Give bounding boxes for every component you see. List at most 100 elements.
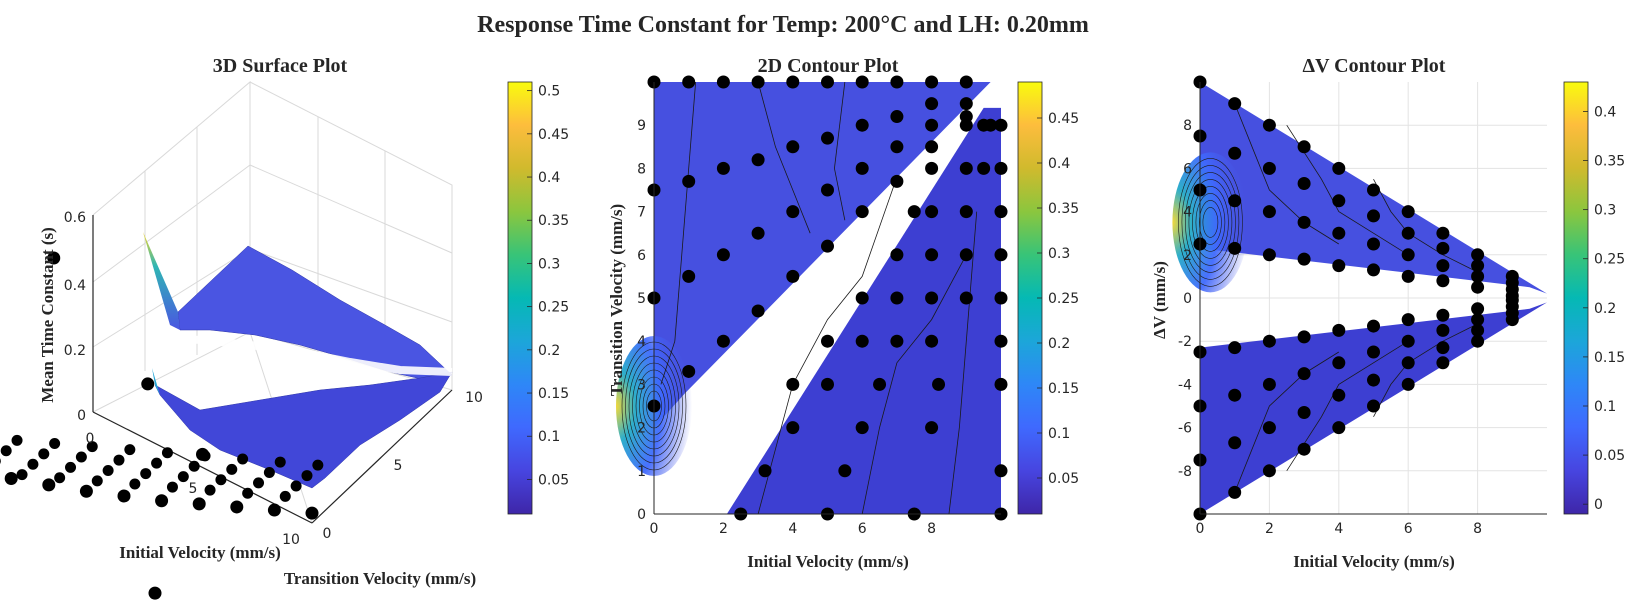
contour-data-point: [890, 75, 904, 89]
contour-data-point: [1228, 485, 1242, 499]
surface-data-point: [47, 251, 61, 265]
contour-data-point: [786, 140, 800, 154]
contour-data-point: [1471, 313, 1485, 327]
contour-line: [757, 176, 898, 515]
y-tick-label: 4: [637, 334, 646, 350]
contour-data-point: [758, 464, 772, 478]
contour-data-point: [716, 75, 730, 89]
contour-data-point: [1262, 118, 1276, 132]
surface-data-point: [151, 457, 163, 469]
contour-data-point: [1297, 252, 1311, 266]
contour-data-point: [932, 377, 946, 391]
surface-data-point: [312, 459, 324, 471]
contour-data-point: [977, 161, 991, 175]
contour-data-point: [925, 248, 939, 262]
colorbar-tick-label: 0.25: [1594, 252, 1625, 268]
contour-line: [1192, 186, 1229, 259]
colorbar-tick-label: 0.4: [1594, 104, 1616, 120]
contour-data-point: [1228, 194, 1242, 208]
surface-z-label: Mean Time Constant (s): [38, 227, 57, 403]
contour-line: [1199, 200, 1222, 245]
z-tick-label: 0.4: [64, 278, 86, 294]
y-tick-label: -6: [1178, 421, 1192, 437]
contour-data-point: [890, 334, 904, 348]
colorbar-tick-label: 0.2: [1048, 336, 1070, 352]
contour-data-point: [1262, 205, 1276, 219]
x-tick-label: 0: [86, 431, 95, 447]
contour-data-point: [1297, 215, 1311, 229]
contour-colorbar-ticks: 0.05 0.1 0.15 0.2 0.25 0.3 0.35 0.4 0.45: [1037, 111, 1079, 487]
contour-line: [1185, 172, 1236, 273]
contour-data-point: [1297, 140, 1311, 154]
colorbar-tick-label: 0.45: [538, 127, 569, 143]
contour-line: [660, 81, 697, 385]
surface-data-point: [155, 494, 169, 508]
x-tick-label: 0: [1196, 521, 1205, 537]
surface-data-point: [0, 458, 1, 465]
surface-data-point: [204, 484, 216, 496]
y-tick-label: -8: [1178, 464, 1192, 480]
contour-plot-title: 2D Contour Plot: [758, 55, 899, 77]
contour-data-point: [1262, 464, 1276, 478]
contour-data-point: [855, 75, 869, 89]
contour-data-point: [821, 377, 834, 391]
surface-data-point: [267, 503, 281, 517]
contour-data-point: [959, 205, 973, 219]
y-tick-label: 5: [394, 458, 403, 474]
y-tick-label: 1: [637, 464, 646, 480]
contour-data-point: [890, 140, 904, 154]
contour-data-point: [994, 118, 1008, 132]
contour-data-point: [1471, 323, 1485, 337]
contour-data-point: [994, 205, 1008, 219]
contour-data-point: [925, 421, 939, 435]
contour-data-point: [751, 75, 765, 89]
contour-data-point: [1471, 269, 1485, 283]
y-tick-label: 0: [323, 526, 332, 542]
y-tick-label: 10: [465, 390, 483, 406]
colorbar-tick-label: 0: [1594, 497, 1603, 513]
contour-data-point: [1367, 399, 1380, 413]
contour-data-point: [1436, 308, 1450, 322]
contour-data-point: [1228, 146, 1242, 160]
x-tick-label: 6: [1404, 521, 1413, 537]
contour-data-point: [1436, 226, 1450, 240]
y-tick-label: -2: [1178, 334, 1192, 350]
contour-data-point: [1228, 388, 1242, 402]
colorbar-tick-label: 0.2: [1594, 301, 1616, 317]
colorbar-tick-label: 0.35: [1048, 201, 1079, 217]
contour-data-point: [1262, 248, 1276, 262]
contour-line: [948, 211, 978, 515]
surface-data-point: [141, 377, 155, 391]
contour-data-point: [1436, 274, 1450, 288]
contour-data-point: [890, 291, 904, 305]
contour-line: [1234, 351, 1340, 493]
y-tick-label: 0: [1183, 291, 1192, 307]
contour-data-point: [855, 291, 869, 305]
contour-data-point: [1401, 356, 1415, 370]
y-tick-label: -4: [1178, 377, 1192, 393]
z-tick-label: 0: [77, 408, 86, 424]
x-tick-label: 6: [858, 521, 867, 537]
contour-data-point: [925, 118, 939, 132]
surface-data-point: [65, 461, 77, 473]
surface-data-point: [75, 451, 87, 463]
delta-v-colorbar: [1563, 81, 1589, 515]
contour-data-point: [1401, 248, 1415, 262]
contour-data-point: [1332, 161, 1346, 175]
contour-data-point: [1228, 97, 1242, 111]
contour-line: [1188, 179, 1233, 266]
colorbar-tick-label: 0.4: [538, 170, 560, 186]
contour-data-point: [838, 464, 852, 478]
colorbar-tick-label: 0.15: [1594, 350, 1625, 366]
contour-data-point: [1367, 183, 1380, 197]
contour-data-point: [855, 205, 869, 219]
contour-data-point: [1401, 377, 1415, 391]
y-tick-label: 8: [1183, 118, 1192, 134]
contour-data-point: [925, 75, 939, 89]
surface-data-point: [27, 458, 39, 470]
surface-data-point: [263, 466, 275, 478]
contour-data-point: [959, 248, 973, 262]
contour-data-point: [682, 75, 696, 89]
contour-data-point: [751, 153, 765, 167]
contour-data-point: [1332, 259, 1346, 273]
